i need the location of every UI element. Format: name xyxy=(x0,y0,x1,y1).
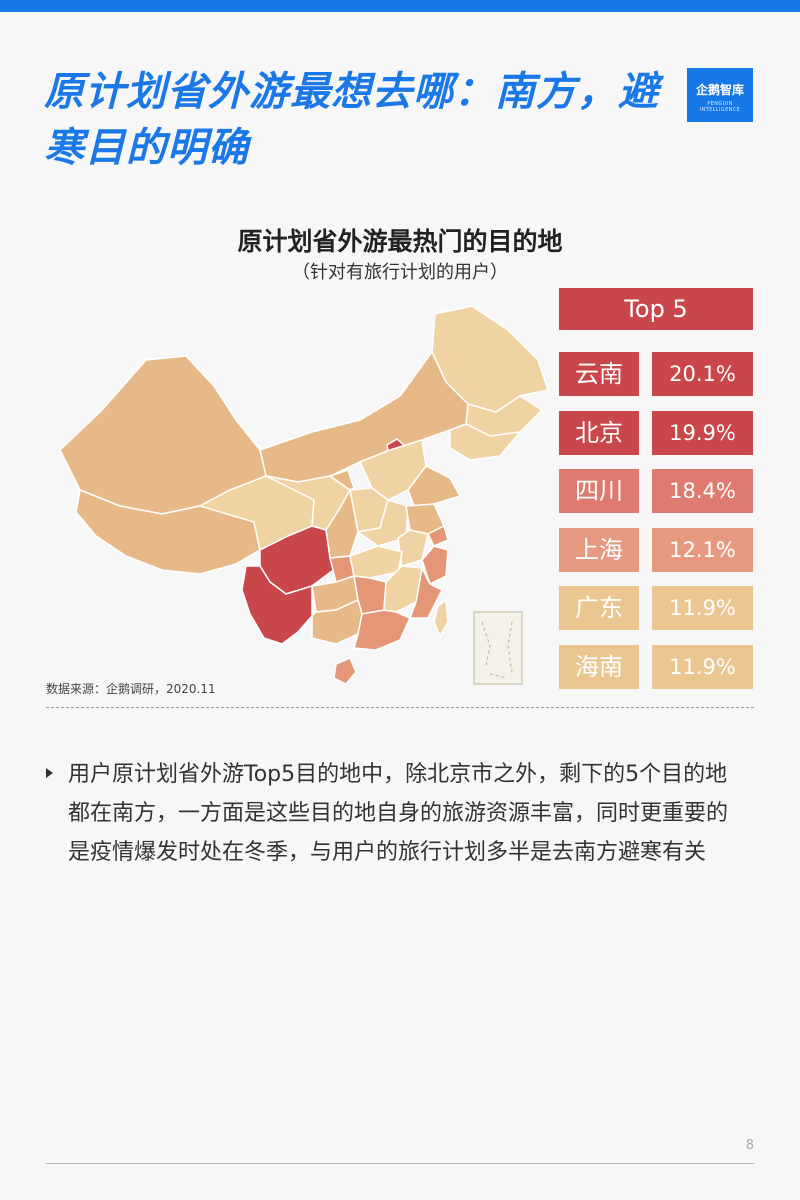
top-accent-bar xyxy=(0,0,800,12)
bullet-icon xyxy=(46,768,53,778)
rank-name-2: 北京 xyxy=(559,411,639,455)
penguin-logo: 企鹅智库 PENGUIN INTELLIGENCE xyxy=(687,68,753,122)
map-region-ningxia xyxy=(328,469,355,491)
map-region-anhui xyxy=(397,529,429,567)
rank-name-4: 上海 xyxy=(559,528,639,572)
rank-name-3: 四川 xyxy=(559,469,639,513)
chart-subtitle: （针对有旅行计划的用户） xyxy=(292,262,508,283)
china-choropleth-map xyxy=(59,305,549,685)
legend-header: Top 5 xyxy=(559,288,753,330)
map-region-liaoning xyxy=(449,423,522,461)
footer-rule xyxy=(46,1163,754,1164)
page-number: 8 xyxy=(745,1138,754,1153)
rank-value-5: 11.9% xyxy=(652,586,753,630)
logo-text: 企鹅智库 xyxy=(695,83,744,97)
rank-name-5: 广东 xyxy=(559,586,639,630)
rank-value-6: 11.9% xyxy=(652,645,753,689)
map-region-hainan xyxy=(333,657,357,685)
map-region-tibet xyxy=(75,488,261,575)
map-region-guangdong xyxy=(353,609,411,651)
rank-value-4: 12.1% xyxy=(652,528,753,572)
rank-name-6: 海南 xyxy=(559,645,639,689)
rank-value-1: 20.1% xyxy=(652,352,753,396)
map-region-yunnan xyxy=(241,565,313,645)
page-title: 原计划省外游最想去哪：南方，避寒目的明确 xyxy=(44,69,659,171)
chart-title: 原计划省外游最热门的目的地 xyxy=(237,227,563,256)
inset-island-dashes xyxy=(481,621,513,679)
insight-paragraph: 用户原计划省外游Top5目的地中，除北京市之外，剩下的5个目的地都在南方，一方面… xyxy=(68,762,729,865)
rank-value-3: 18.4% xyxy=(652,469,753,513)
south-china-sea-inset xyxy=(473,611,523,685)
rank-name-1: 云南 xyxy=(559,352,639,396)
data-source: 数据来源：企鹅调研，2020.11 xyxy=(46,682,216,696)
dashed-divider xyxy=(46,707,754,708)
map-region-shanghai xyxy=(426,524,449,547)
rank-value-2: 19.9% xyxy=(652,411,753,455)
logo-subtext: PENGUIN INTELLIGENCE xyxy=(699,101,741,113)
map-region-taiwan xyxy=(433,598,449,638)
